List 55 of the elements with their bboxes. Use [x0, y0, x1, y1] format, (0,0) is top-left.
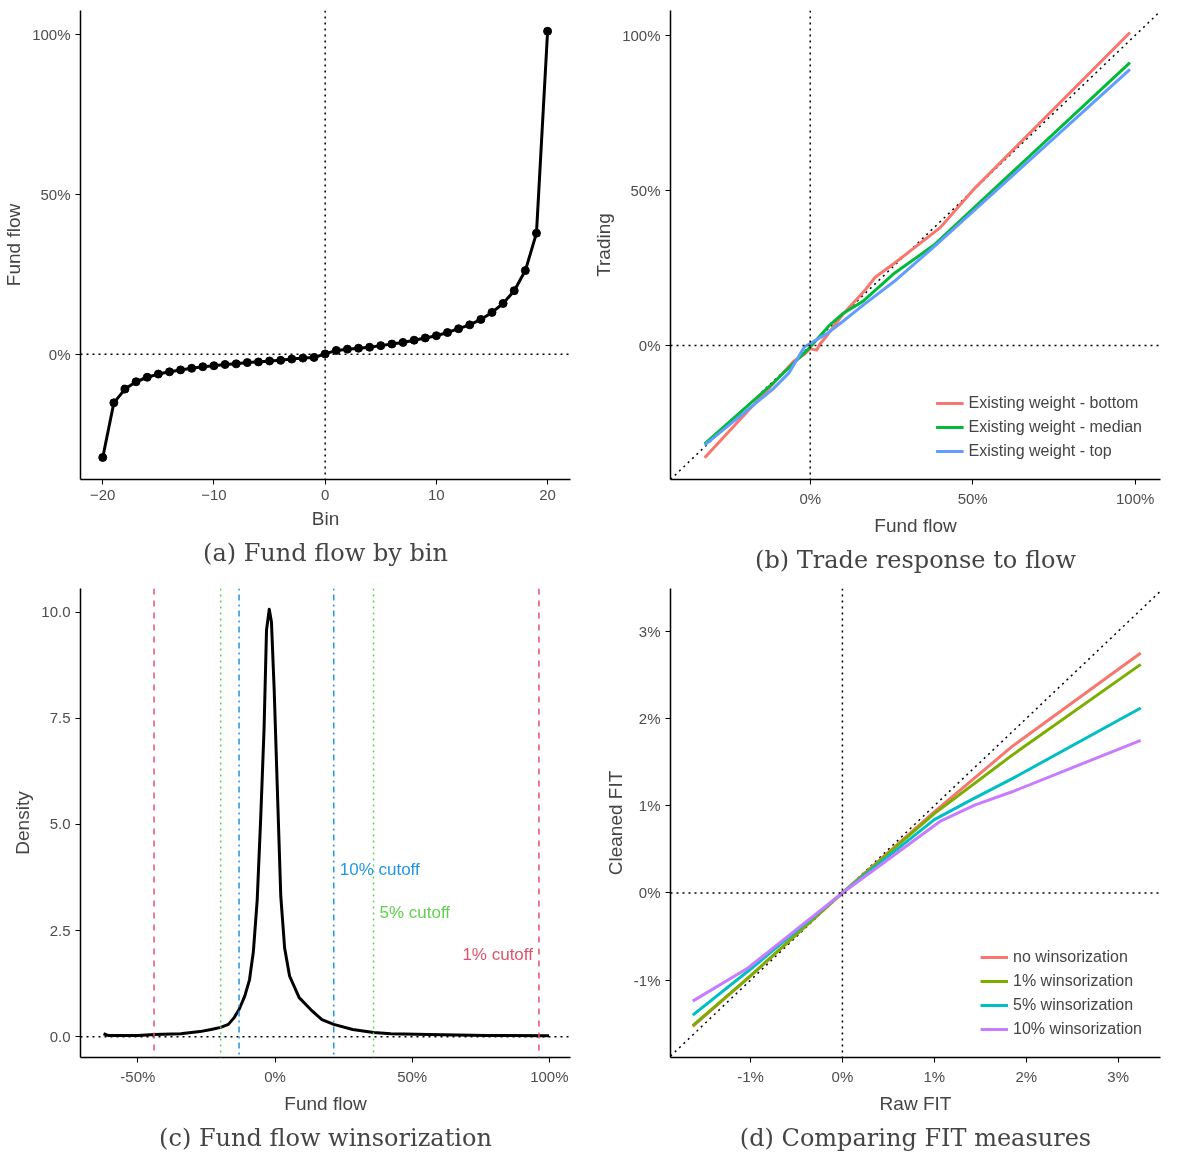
x-tick-label: -50%	[120, 1067, 156, 1085]
y-tick-label: 100%	[32, 26, 71, 44]
y-tick-label: 50%	[40, 186, 71, 204]
x-tick-label: −10	[201, 485, 227, 503]
text: (b) Trade response to flow	[755, 545, 1077, 574]
ref-line-label: 1% cutoff	[462, 944, 534, 964]
x-tick-label: 50%	[397, 1067, 428, 1085]
legend-label: no winsorization	[1013, 948, 1128, 966]
x-tick-label: 2%	[1015, 1067, 1038, 1085]
text: (c) Fund flow winsorization	[159, 1123, 492, 1152]
x-axis-title: Fund flow	[284, 1092, 367, 1114]
legend-label: 1% winsorization	[1013, 972, 1134, 990]
y-tick-label: 0.0	[49, 1027, 71, 1045]
y-tick-label: 7.5	[49, 709, 71, 727]
text: (d) Comparing FIT measures	[739, 1123, 1092, 1152]
x-tick-label: 50%	[957, 489, 988, 507]
x-tick-label: 0	[321, 485, 330, 503]
ref-line-label: 10% cutoff	[339, 860, 421, 880]
y-tick-label: -1%	[633, 971, 661, 989]
x-tick-label: 0%	[831, 1067, 854, 1085]
y-tick-label: 5.0	[49, 815, 71, 833]
legend-label: Existing weight - top	[968, 442, 1112, 460]
y-axis-title: Trading	[593, 213, 615, 277]
x-axis-title: Fund flow	[874, 514, 957, 536]
y-tick-label: 1%	[638, 797, 661, 815]
x-axis-title: Raw FIT	[879, 1092, 952, 1114]
x-tick-label: -1%	[737, 1067, 764, 1085]
x-tick-label: 100%	[1115, 489, 1155, 507]
x-tick-label: 100%	[530, 1067, 569, 1085]
legend-label: Existing weight - median	[968, 418, 1142, 436]
y-axis-title: Fund flow	[3, 203, 25, 287]
y-tick-label: 10.0	[41, 603, 71, 621]
x-tick-label: 0%	[799, 489, 822, 507]
y-axis-title: Cleaned FIT	[604, 770, 626, 876]
ref-line-label: 5% cutoff	[379, 902, 451, 922]
y-axis-title: Density	[12, 790, 34, 855]
text: (a) Fund flow by bin	[203, 538, 448, 567]
y-tick-label: 3%	[638, 622, 661, 640]
x-tick-label: 0%	[264, 1067, 286, 1085]
legend-label: 10% winsorization	[1013, 1020, 1142, 1038]
x-axis-title: Bin	[311, 507, 340, 529]
x-tick-label: 1%	[923, 1067, 946, 1085]
x-tick-label: 20	[539, 485, 556, 503]
legend-label: Existing weight - bottom	[968, 394, 1139, 412]
y-tick-label: 50%	[630, 181, 661, 199]
x-tick-label: 10	[428, 485, 445, 503]
y-tick-label: 100%	[622, 26, 661, 44]
x-tick-label: −20	[90, 485, 116, 503]
y-tick-label: 0%	[638, 884, 661, 902]
legend-label: 5% winsorization	[1013, 996, 1134, 1014]
y-tick-label: 2%	[638, 709, 661, 727]
y-tick-label: 0%	[638, 337, 661, 354]
y-tick-label: 0%	[48, 345, 71, 363]
x-tick-label: 3%	[1107, 1067, 1130, 1085]
y-tick-label: 2.5	[49, 921, 71, 939]
